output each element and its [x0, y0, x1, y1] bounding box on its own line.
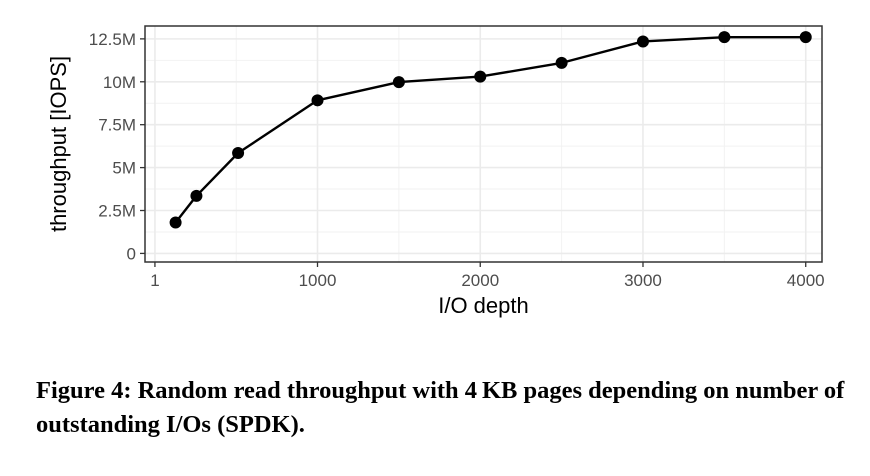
data-point — [474, 70, 487, 83]
series-line — [174, 36, 806, 224]
major-grid — [145, 26, 822, 262]
x-tick-label: 1 — [150, 271, 159, 290]
x-tick-label: 4000 — [787, 271, 825, 290]
x-tick-label: 1000 — [299, 271, 337, 290]
y-axis-title: throughput [IOPS] — [46, 56, 71, 232]
y-tick-label: 0 — [127, 244, 136, 263]
throughput-chart: 1 1000 2000 3000 4000 0 2.5M 5M 7.5M 10M 12.5M I/… — [46, 25, 825, 318]
data-point — [718, 31, 731, 44]
x-axis-title: I/O depth — [438, 293, 529, 318]
y-tick-label: 2.5M — [98, 202, 136, 221]
data-point — [232, 147, 245, 160]
y-tick-label: 7.5M — [98, 116, 136, 135]
data-point — [392, 76, 405, 89]
y-tick-label: 10M — [103, 73, 136, 92]
x-tick-label: 3000 — [624, 271, 662, 290]
data-point — [311, 94, 324, 107]
x-tick-label: 2000 — [461, 271, 499, 290]
data-point — [636, 35, 649, 48]
data-point — [190, 189, 203, 202]
y-tick-label: 5M — [112, 159, 136, 178]
x-axis: 1 1000 2000 3000 4000 — [150, 262, 825, 290]
panel-border — [144, 25, 823, 263]
figure-caption: Figure 4: Random read throughput with 4 … — [36, 377, 845, 438]
minor-grid — [145, 26, 822, 262]
data-point — [799, 31, 812, 44]
data-point — [169, 216, 182, 229]
y-tick-label: 12.5M — [89, 30, 136, 49]
series-layer — [169, 31, 812, 229]
y-axis: 0 2.5M 5M 7.5M 10M 12.5M — [89, 30, 145, 263]
data-point — [555, 56, 568, 69]
